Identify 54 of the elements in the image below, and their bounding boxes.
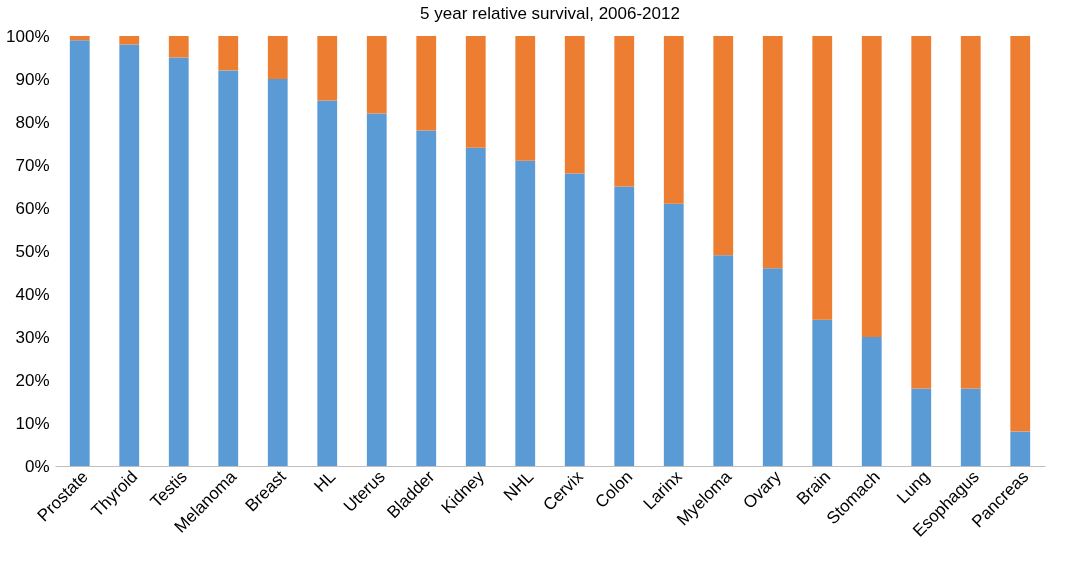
bar	[911, 388, 932, 466]
bar	[69, 36, 90, 41]
bar	[861, 337, 882, 466]
bar	[218, 70, 239, 466]
bar	[614, 36, 635, 187]
bar	[416, 36, 437, 131]
bar	[663, 203, 684, 466]
bar	[812, 319, 833, 466]
bar	[515, 36, 536, 161]
y-tick-label: 30%	[15, 327, 50, 347]
chart-title: 5 year relative survival, 2006-2012	[420, 4, 680, 23]
bar	[218, 36, 239, 71]
bar	[267, 36, 288, 79]
y-tick-label: 20%	[15, 370, 50, 390]
bar	[960, 388, 981, 466]
bar	[465, 36, 486, 148]
bar	[614, 186, 635, 466]
bar	[119, 44, 140, 466]
y-tick-label: 100%	[6, 26, 50, 46]
bar	[564, 36, 585, 174]
bar	[119, 36, 140, 45]
bar	[168, 36, 189, 58]
bar	[663, 36, 684, 204]
bar	[911, 36, 932, 389]
bar	[812, 36, 833, 320]
y-tick-label: 60%	[15, 198, 50, 218]
bar	[713, 36, 734, 256]
y-tick-label: 70%	[15, 155, 50, 175]
bar	[168, 57, 189, 466]
bar	[960, 36, 981, 389]
y-tick-label: 0%	[24, 456, 50, 476]
x-tick-label: NHL	[499, 467, 538, 505]
bar	[1010, 431, 1031, 466]
bar	[366, 113, 387, 466]
bar	[713, 255, 734, 466]
bar	[366, 36, 387, 114]
bar	[317, 36, 338, 101]
bar	[762, 36, 783, 269]
bar	[465, 147, 486, 466]
bar	[69, 40, 90, 466]
bar	[564, 173, 585, 466]
bar	[317, 100, 338, 466]
bar	[762, 268, 783, 466]
bar	[416, 130, 437, 466]
y-tick-label: 40%	[15, 284, 50, 304]
bar	[1010, 36, 1031, 432]
bar	[267, 79, 288, 466]
y-tick-label: 90%	[15, 69, 50, 89]
y-tick-label: 10%	[15, 413, 50, 433]
y-tick-label: 50%	[15, 241, 50, 261]
bar	[861, 36, 882, 337]
bar	[515, 160, 536, 466]
y-tick-label: 80%	[15, 112, 50, 132]
x-tick-label: HL	[310, 467, 340, 496]
